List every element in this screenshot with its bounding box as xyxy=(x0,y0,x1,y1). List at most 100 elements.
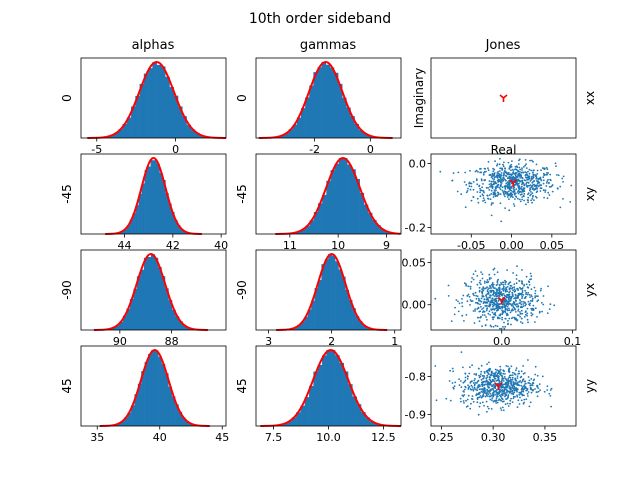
scatter-point xyxy=(532,176,535,179)
histogram-bar xyxy=(350,116,355,138)
scatter-point xyxy=(504,373,506,375)
scatter-point xyxy=(509,402,511,405)
scatter-point xyxy=(534,307,537,310)
scatter-point xyxy=(498,398,501,400)
scatter-point xyxy=(471,277,473,279)
scatter-point xyxy=(539,289,542,292)
scatter-point xyxy=(494,160,496,163)
scatter-point xyxy=(490,373,492,376)
scatter-point xyxy=(470,380,473,383)
scatter-point xyxy=(501,309,503,312)
scatter-point xyxy=(461,298,463,300)
scatter-point xyxy=(493,189,496,191)
scatter-point xyxy=(527,199,529,202)
scatter-point xyxy=(468,295,471,298)
scatter-point xyxy=(500,281,502,284)
scatter-point xyxy=(468,181,471,184)
gaussian-fit-line xyxy=(260,348,401,427)
scatter-point xyxy=(527,300,530,303)
scatter-point xyxy=(511,160,513,163)
scatter-point xyxy=(465,284,467,287)
scatter-point xyxy=(534,296,536,299)
scatter-point xyxy=(504,186,507,188)
panel-alphas-0: -5 0 0 xyxy=(60,57,227,156)
column-title-jones: Jones xyxy=(485,38,521,53)
scatter-point xyxy=(483,386,486,389)
scatter-point xyxy=(486,279,489,281)
scatter-point xyxy=(507,365,509,368)
scatter-point xyxy=(505,385,507,387)
scatter-point xyxy=(506,381,509,383)
scatter-point xyxy=(469,304,471,306)
scatter-point xyxy=(533,286,536,289)
scatter-point xyxy=(502,372,505,375)
scatter-point xyxy=(526,307,529,310)
scatter-point xyxy=(512,171,514,174)
scatter-point xyxy=(504,295,506,297)
scatter-point xyxy=(521,393,524,396)
scatter-point xyxy=(486,194,489,197)
scatter-point xyxy=(517,192,520,195)
scatter-point xyxy=(483,287,485,290)
scatter-point xyxy=(518,198,521,201)
scatter-point xyxy=(489,368,491,371)
scatter-point xyxy=(514,290,516,293)
scatter-point xyxy=(520,317,523,320)
scatter-point xyxy=(511,303,514,305)
scatter-point xyxy=(515,311,517,313)
scatter-point xyxy=(499,365,502,368)
scatter-point xyxy=(488,310,491,313)
scatter-point xyxy=(536,384,538,387)
scatter-point xyxy=(549,395,552,397)
x-tick-label: 42 xyxy=(166,239,180,252)
x-tick-label: 40 xyxy=(153,431,167,444)
scatter-point xyxy=(536,391,538,393)
scatter-point xyxy=(533,183,535,186)
scatter-point xyxy=(527,382,529,384)
scatter-point xyxy=(511,378,514,381)
scatter-point xyxy=(504,403,507,406)
scatter-point xyxy=(502,406,504,409)
scatter-point xyxy=(530,193,532,196)
scatter-point xyxy=(507,377,510,380)
x-tick-label: 0.30 xyxy=(481,431,506,444)
y-tick-label: -0.8 xyxy=(405,370,426,383)
scatter-point xyxy=(460,386,463,389)
scatter-point xyxy=(477,386,480,388)
scatter-point xyxy=(484,305,487,307)
scatter-point xyxy=(470,185,473,188)
scatter-point xyxy=(546,312,549,314)
scatter-point xyxy=(500,327,503,330)
histogram-bar xyxy=(129,299,134,330)
scatter-point xyxy=(494,386,497,388)
scatter-point xyxy=(536,395,539,398)
scatter-point xyxy=(512,309,514,312)
scatter-point xyxy=(512,382,515,384)
scatter-point xyxy=(487,293,490,295)
axes-frame xyxy=(80,345,227,427)
scatter-point xyxy=(507,383,510,385)
scatter-point xyxy=(500,399,503,402)
scatter-point xyxy=(489,389,491,392)
histogram-bar xyxy=(367,212,373,234)
scatter-point xyxy=(466,405,469,407)
scatter-point xyxy=(487,393,490,395)
scatter-point xyxy=(489,285,492,288)
scatter-point xyxy=(478,320,481,323)
scatter-point xyxy=(522,171,525,174)
scatter-point xyxy=(534,321,536,323)
scatter-point xyxy=(491,378,494,381)
histogram-bar xyxy=(174,220,178,234)
scatter-point xyxy=(505,302,508,305)
scatter-point xyxy=(478,405,481,408)
scatter-point xyxy=(557,187,559,190)
scatter-point xyxy=(495,402,497,404)
scatter-point xyxy=(534,292,537,295)
scatter-point xyxy=(483,280,486,283)
scatter-point xyxy=(515,369,517,372)
scatter-point xyxy=(504,395,506,398)
scatter-point xyxy=(498,390,501,392)
scatter-point xyxy=(520,294,523,296)
scatter-point xyxy=(526,293,529,296)
scatter-point xyxy=(518,302,521,304)
